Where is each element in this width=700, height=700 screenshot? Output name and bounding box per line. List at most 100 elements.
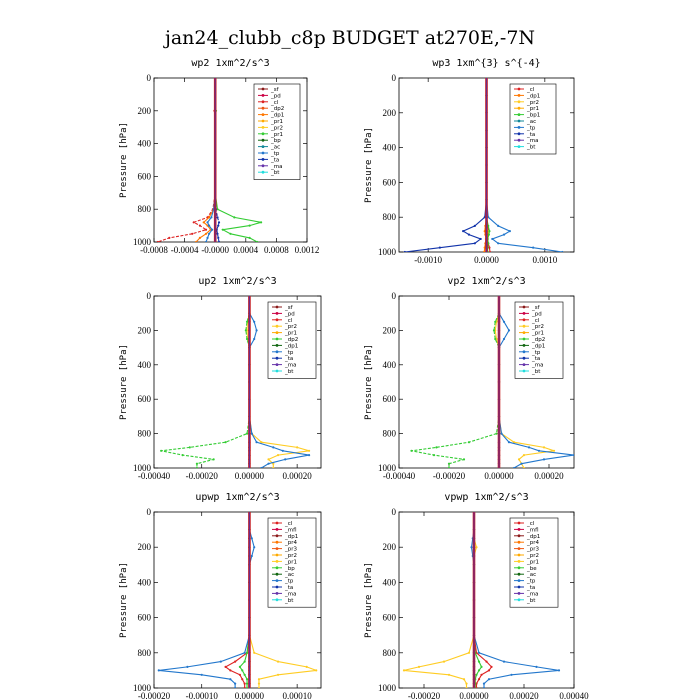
y-tick-label: 800 <box>383 648 397 658</box>
legend-marker <box>522 324 526 328</box>
data-point <box>522 466 526 468</box>
y-tick-label: 400 <box>383 360 397 370</box>
legend-label: _dp2 <box>531 337 545 343</box>
data-point <box>495 432 498 435</box>
y-tick-label: 1000 <box>378 463 397 473</box>
data-point <box>403 250 406 252</box>
plot-frame <box>153 295 322 469</box>
legend-marker <box>517 94 521 97</box>
legend-marker <box>261 164 265 168</box>
data-point <box>181 454 184 457</box>
data-point <box>572 454 574 457</box>
data-point <box>307 454 311 457</box>
legend-marker <box>261 106 265 110</box>
data-point <box>248 236 251 239</box>
legend-label: _dp2 <box>270 106 284 112</box>
data-point <box>267 462 270 465</box>
data-point <box>272 446 275 449</box>
data-point <box>250 537 253 540</box>
data-point <box>542 446 546 449</box>
legend-label: _bt <box>270 170 280 176</box>
legend-label: _sf <box>270 87 280 93</box>
legend-label: _bt <box>284 598 294 604</box>
data-point <box>267 458 270 461</box>
legend-label: _ta <box>284 356 293 362</box>
legend-label: _tp <box>284 579 294 585</box>
legend-marker <box>517 87 521 91</box>
x-tick-label: 0.00020 <box>534 471 564 481</box>
y-tick-label: 600 <box>383 613 397 623</box>
x-tick-label: 0.00000 <box>484 471 514 481</box>
y-tick-label: 0 <box>147 73 152 83</box>
series-group <box>402 512 561 688</box>
legend-marker <box>261 132 265 136</box>
legend-label: _bt <box>531 369 541 375</box>
legend-marker <box>261 138 265 142</box>
data-point <box>497 224 500 227</box>
x-tick-label: 0.0004 <box>233 245 258 255</box>
data-point <box>432 454 436 457</box>
legend-label: _bp <box>270 138 281 144</box>
legend-marker <box>517 540 521 544</box>
data-point <box>512 441 516 444</box>
data-point <box>508 230 511 233</box>
legend-marker <box>522 350 526 354</box>
legend-label: _ac <box>526 119 536 125</box>
panel-wp3: wp3 1xm^{3} s^{-4} Pressure [hPa] 0 200 400 6… <box>364 58 575 265</box>
y-tick-label: 1000 <box>133 683 152 693</box>
data-point <box>253 337 256 341</box>
x-tick-label: 0.00020 <box>283 471 313 481</box>
data-point <box>233 216 236 219</box>
data-point <box>157 669 160 672</box>
data-point <box>488 250 492 252</box>
legend-label: _ta <box>526 585 535 591</box>
data-point <box>527 446 531 449</box>
legend-label: _pr1 <box>531 331 544 337</box>
data-point <box>494 337 497 341</box>
data-point <box>482 682 486 685</box>
legend-label: _bt <box>526 145 536 151</box>
data-point <box>467 441 471 444</box>
y-tick-label: 1000 <box>133 237 152 247</box>
panel-title: wp2 1xm^2/s^3 <box>191 58 269 69</box>
legend-label: _pr1 <box>526 559 539 565</box>
data-point <box>417 665 421 668</box>
legend-label: _be <box>526 566 537 572</box>
legend-label: _pr1 <box>270 132 283 138</box>
series-line <box>158 512 255 688</box>
legend-label: _pr2 <box>270 125 283 131</box>
data-point <box>507 329 511 332</box>
y-axis-label: Pressure [hPa] <box>119 344 129 420</box>
legend-label: _ma <box>284 363 296 369</box>
data-point <box>244 329 247 332</box>
data-point <box>257 682 261 685</box>
legend-box <box>267 517 317 608</box>
data-point <box>194 240 198 242</box>
data-point <box>315 669 318 672</box>
y-tick-label: 800 <box>138 648 152 658</box>
legend-marker <box>261 100 265 104</box>
data-point <box>520 462 523 465</box>
data-point <box>552 449 556 452</box>
legend-marker <box>275 363 279 366</box>
data-point <box>243 660 246 663</box>
panel-title: vpwp 1xm^2/s^3 <box>444 492 528 503</box>
y-tick-label: 400 <box>138 577 152 587</box>
legend-marker <box>275 579 279 582</box>
legend-marker <box>517 113 521 116</box>
legend: _cl_mfl_dp1_pr4_pr3_pr2_pr1_be_ac_tp_ta_… <box>509 517 559 608</box>
legend-marker <box>517 100 521 104</box>
legend-label: _pr2 <box>526 553 539 559</box>
legend-box <box>267 301 317 379</box>
legend-marker <box>517 547 521 550</box>
data-point <box>485 660 488 663</box>
data-point <box>245 686 249 688</box>
legend-label: _bp <box>284 566 295 572</box>
data-point <box>477 651 481 654</box>
legend-marker <box>261 126 265 129</box>
legend-marker <box>517 521 521 525</box>
legend-label: _ma <box>526 138 538 144</box>
legend-marker <box>522 312 526 315</box>
data-point <box>245 320 249 323</box>
legend-label: _pr1 <box>526 106 539 112</box>
